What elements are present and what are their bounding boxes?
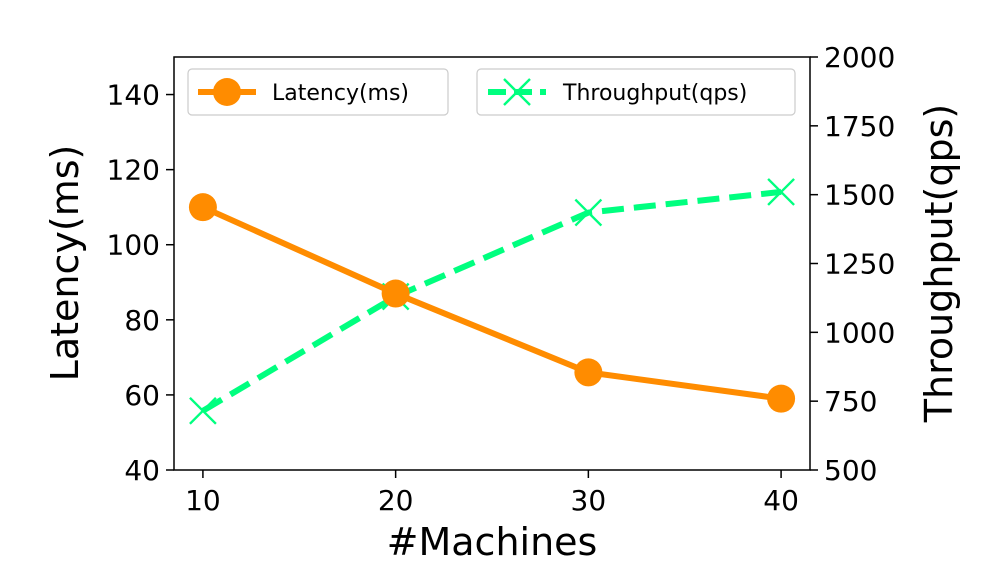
right-axis-ticks: 500 750 1000 1250 1500 1750 2000 [810,41,895,487]
data-point [767,178,795,206]
series-layer [188,178,796,425]
data-point [189,396,217,425]
legend-swatch-latency-marker [213,78,241,106]
right-tick-label: 1750 [824,110,895,143]
series-line [201,204,782,402]
x-tick-label: 20 [378,484,414,517]
data-point [574,358,603,387]
x-axis-ticks: 10 20 30 40 [185,470,799,517]
plot-area [173,56,811,471]
legend: Latency(ms) Throughput(qps) [187,68,796,116]
left-axis-title: Latency(ms) [43,145,87,382]
x-axis-title: #Machines [387,520,598,564]
right-tick-label: 750 [824,385,877,418]
left-tick-label: 40 [124,454,160,487]
right-tick-label: 1500 [824,179,895,212]
data-point [188,193,217,222]
left-axis-ticks: 40 60 80 100 120 140 [107,79,174,487]
data-point [381,279,410,308]
legend-box-latency [187,68,449,116]
right-tick-label: 1250 [824,248,895,281]
x-tick-label: 30 [571,484,607,517]
left-tick-label: 100 [107,229,160,262]
data-point [767,384,796,413]
right-tick-label: 500 [824,454,877,487]
x-tick-label: 40 [763,484,799,517]
series-line [201,188,782,414]
left-tick-label: 120 [107,154,160,187]
legend-x-marker [503,78,531,106]
left-tick-label: 80 [124,304,160,337]
left-tick-label: 140 [107,79,160,112]
right-tick-label: 2000 [824,41,895,74]
right-axis-title: Throughput(qps) [917,104,961,423]
legend-label-throughput: Throughput(qps) [562,81,747,106]
legend-box-throughput [476,68,796,116]
series-latency [188,193,796,413]
x-tick-label: 10 [185,484,221,517]
data-point [574,198,603,227]
legend-swatch-throughput-marker [503,78,531,106]
right-tick-label: 1000 [824,316,895,349]
left-tick-label: 60 [124,379,160,412]
legend-label-latency: Latency(ms) [272,81,409,106]
